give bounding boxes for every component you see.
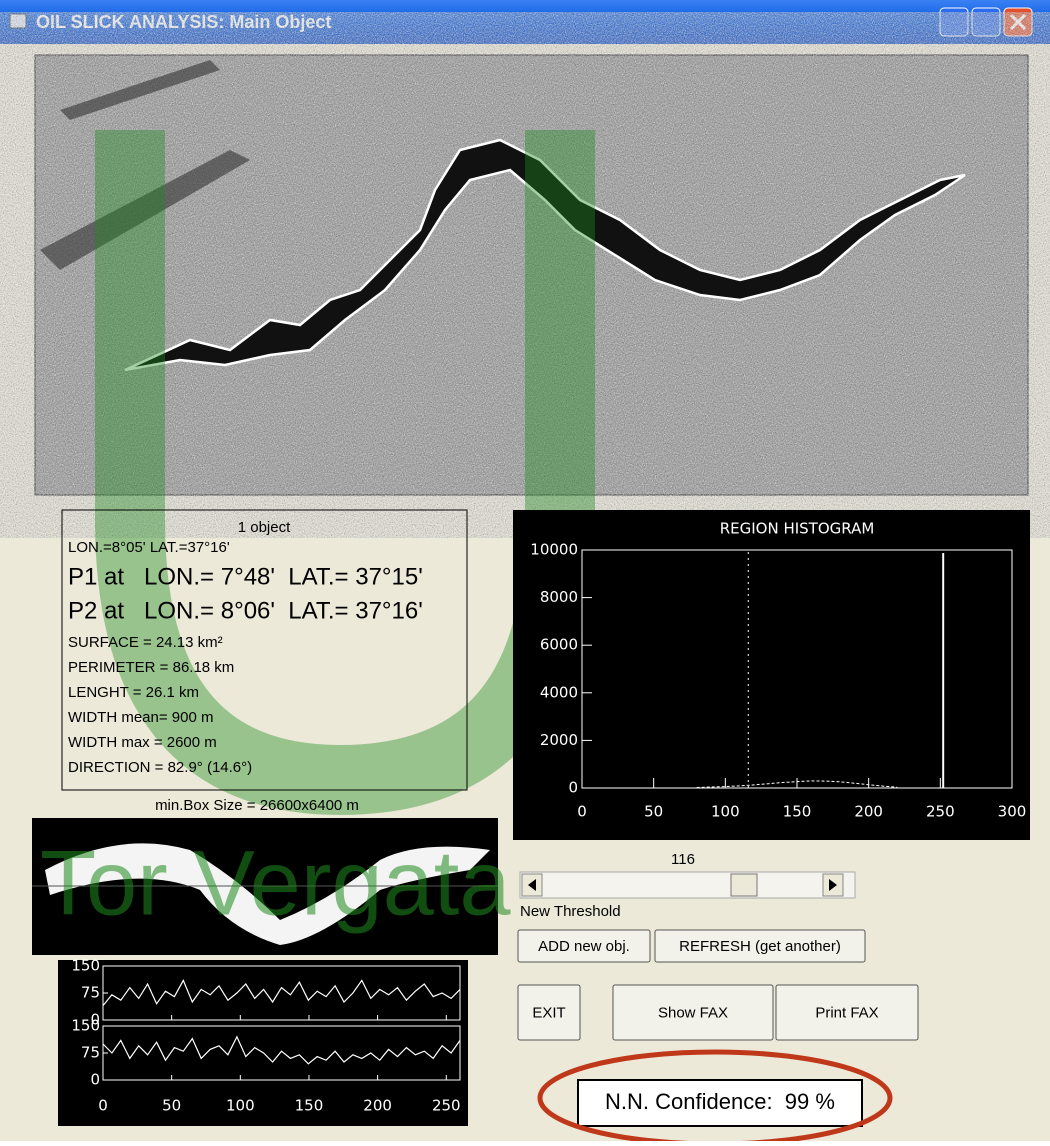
y-tick-label: 2000	[540, 731, 578, 749]
window-icon	[10, 14, 26, 28]
minimize-button[interactable]	[940, 8, 968, 36]
info-line: DIRECTION = 82.9° (14.6°)	[68, 759, 252, 776]
x-tick-label: 150	[295, 1097, 324, 1115]
x-tick-label: 150	[783, 803, 812, 821]
slider-thumb[interactable]	[731, 874, 757, 896]
y-tick-label: 0	[568, 779, 578, 797]
slider-value: 116	[671, 851, 695, 868]
box-size: min.Box Size = 26600x6400 m	[155, 797, 359, 814]
maximize-button[interactable]	[972, 8, 1000, 36]
info-line: PERIMETER = 86.18 km	[68, 659, 234, 676]
y-tick-label: 8000	[540, 588, 578, 606]
x-tick-label: 100	[226, 1097, 255, 1115]
position: LON.=8°05' LAT.=37°16'	[68, 539, 230, 556]
button-label: Print FAX	[815, 1004, 878, 1021]
confidence: N.N. Confidence: 99 %	[605, 1089, 835, 1114]
y-tick-label: 4000	[540, 683, 578, 701]
x-tick-label: 200	[363, 1097, 392, 1115]
y-tick-label: 75	[81, 984, 100, 1002]
histogram-title: REGION HISTOGRAM	[720, 520, 875, 538]
info-line: WIDTH mean= 900 m	[68, 709, 213, 726]
y-tick-label: 10000	[530, 541, 578, 559]
p1: P1 at LON.= 7°48' LAT.= 37°15'	[68, 563, 423, 590]
threshold-slider[interactable]	[520, 872, 855, 898]
x-tick-label: 200	[854, 803, 883, 821]
button-label: REFRESH (get another)	[679, 938, 841, 955]
y-tick-label: 6000	[540, 636, 578, 654]
x-tick-label: 250	[926, 803, 955, 821]
object-count: 1 object	[238, 519, 291, 536]
page: OIL SLICK ANALYSIS: Main Object 1 object…	[0, 0, 1050, 1141]
window: OIL SLICK ANALYSIS: Main Object 1 object…	[0, 0, 1050, 1141]
y-tick-label: 150	[71, 1017, 100, 1035]
info-line: LENGHT = 26.1 km	[68, 684, 199, 701]
histogram-panel	[513, 510, 1030, 840]
y-tick-label: 150	[71, 957, 100, 975]
x-tick-label: 250	[432, 1097, 461, 1115]
p2: P2 at LON.= 8°06' LAT.= 37°16'	[68, 597, 423, 624]
x-tick-label: 0	[577, 803, 587, 821]
window-title: OIL SLICK ANALYSIS: Main Object	[36, 12, 331, 32]
threshold-label: New Threshold	[520, 903, 621, 920]
x-tick-label: 100	[711, 803, 740, 821]
x-tick-label: 50	[644, 803, 663, 821]
button-label: Show FAX	[658, 1004, 728, 1021]
y-tick-label: 75	[81, 1044, 100, 1062]
x-tick-label: 300	[998, 803, 1027, 821]
watermark-text: Tor Vergata	[40, 832, 511, 934]
info-line: WIDTH max = 2600 m	[68, 734, 217, 751]
button-label: EXIT	[532, 1004, 565, 1021]
x-tick-label: 50	[162, 1097, 181, 1115]
y-tick-label: 0	[90, 1071, 100, 1089]
button-label: ADD new obj.	[538, 938, 630, 955]
x-tick-label: 0	[98, 1097, 108, 1115]
info-line: SURFACE = 24.13 km²	[68, 634, 223, 651]
